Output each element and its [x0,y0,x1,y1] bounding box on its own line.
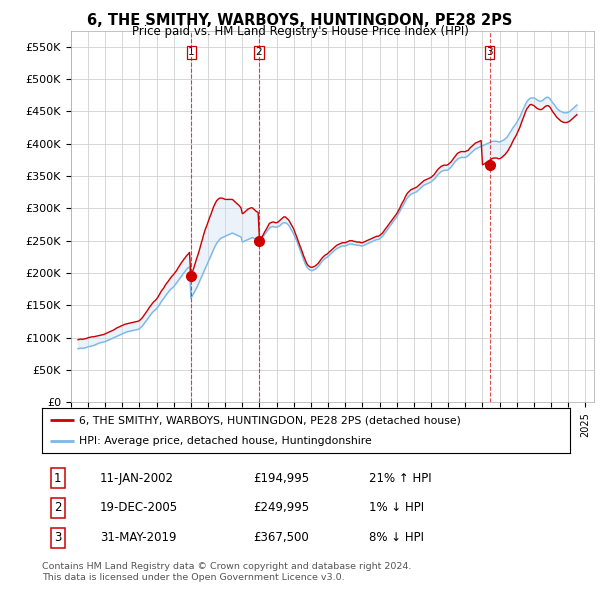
Text: 8% ↓ HPI: 8% ↓ HPI [370,531,424,544]
Text: 2: 2 [54,502,62,514]
Text: 11-JAN-2002: 11-JAN-2002 [100,472,174,485]
Text: HPI: Average price, detached house, Huntingdonshire: HPI: Average price, detached house, Hunt… [79,435,372,445]
Text: Contains HM Land Registry data © Crown copyright and database right 2024.: Contains HM Land Registry data © Crown c… [42,562,412,571]
Text: £194,995: £194,995 [253,472,310,485]
Text: 2: 2 [256,47,262,57]
Text: 6, THE SMITHY, WARBOYS, HUNTINGDON, PE28 2PS: 6, THE SMITHY, WARBOYS, HUNTINGDON, PE28… [88,13,512,28]
Text: 19-DEC-2005: 19-DEC-2005 [100,502,178,514]
Text: 3: 3 [486,47,493,57]
Text: This data is licensed under the Open Government Licence v3.0.: This data is licensed under the Open Gov… [42,573,344,582]
Text: Price paid vs. HM Land Registry's House Price Index (HPI): Price paid vs. HM Land Registry's House … [131,25,469,38]
Text: £249,995: £249,995 [253,502,310,514]
Text: 1% ↓ HPI: 1% ↓ HPI [370,502,424,514]
Text: 21% ↑ HPI: 21% ↑ HPI [370,472,432,485]
Text: £367,500: £367,500 [253,531,309,544]
Text: 3: 3 [54,531,62,544]
Text: 1: 1 [188,47,195,57]
Text: 6, THE SMITHY, WARBOYS, HUNTINGDON, PE28 2PS (detached house): 6, THE SMITHY, WARBOYS, HUNTINGDON, PE28… [79,415,461,425]
Text: 31-MAY-2019: 31-MAY-2019 [100,531,176,544]
Text: 1: 1 [54,472,62,485]
